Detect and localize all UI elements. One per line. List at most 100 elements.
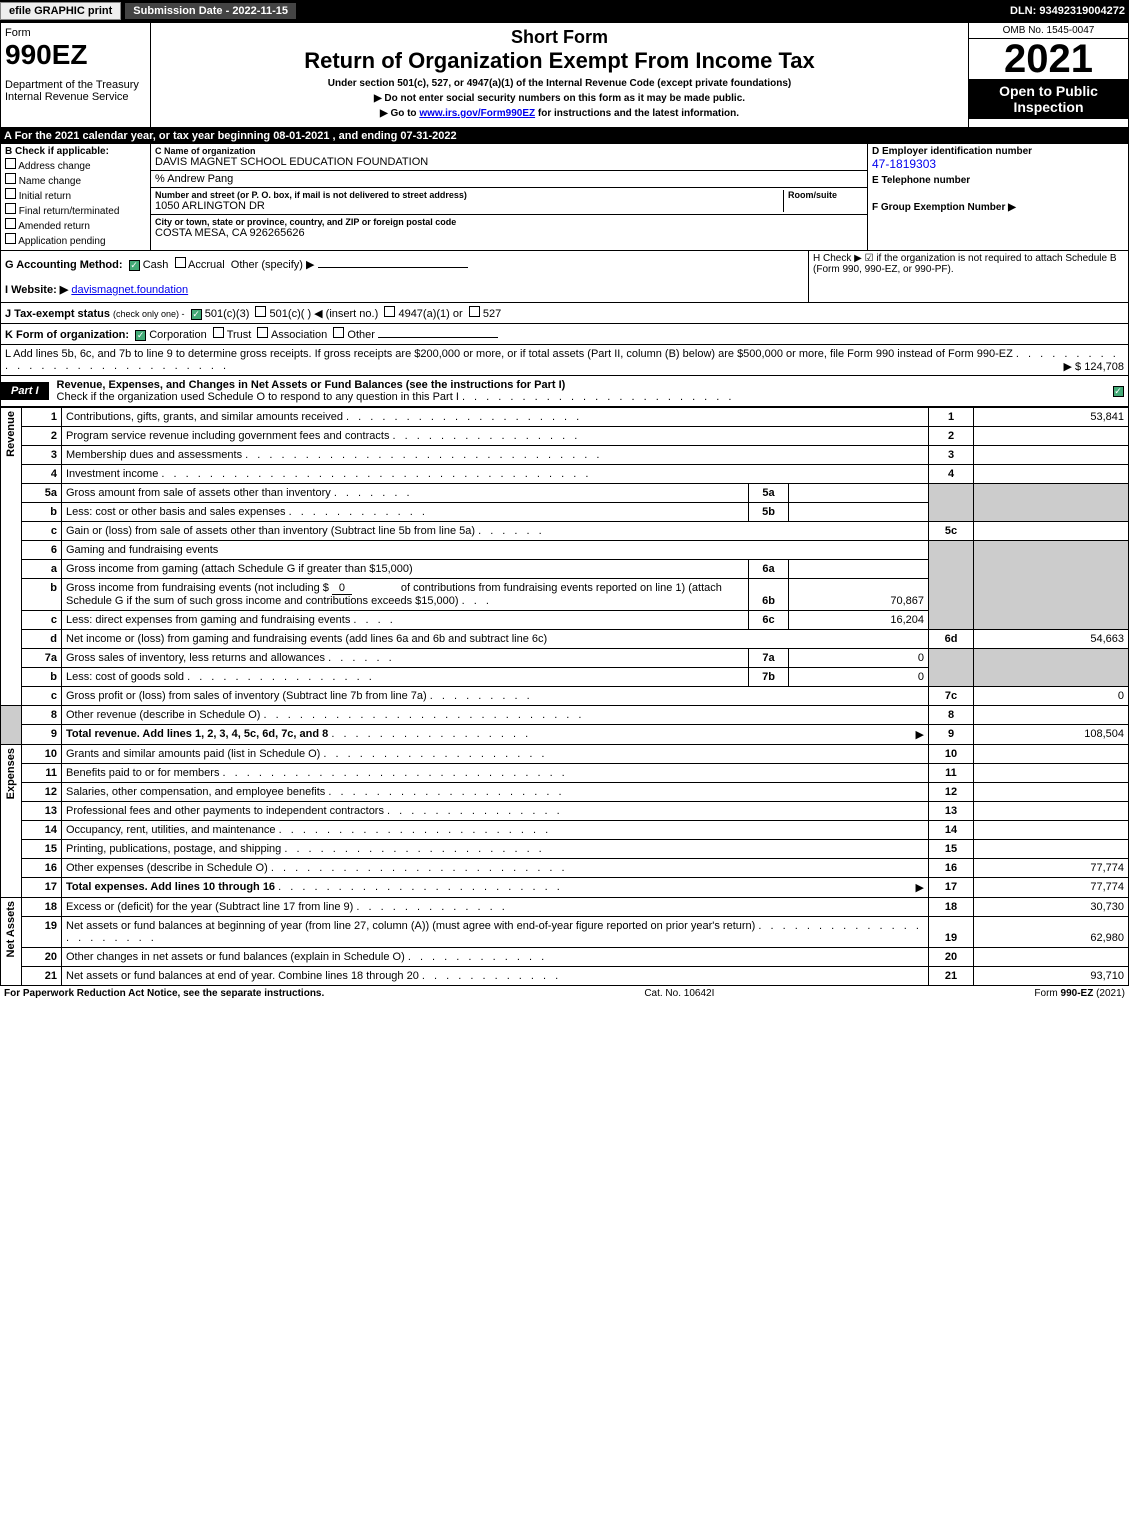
chk-final-return[interactable]: Final return/terminated xyxy=(5,203,146,217)
chk-corp-icon[interactable]: ✓ xyxy=(135,330,146,341)
chk-initial-return[interactable]: Initial return xyxy=(5,188,146,202)
j-label: J Tax-exempt status xyxy=(5,308,110,320)
ln13-num: 13 xyxy=(22,802,62,821)
ln5b-subamt xyxy=(789,503,929,522)
ln6-desc: Gaming and fundraising events xyxy=(66,544,218,556)
k-other-input[interactable] xyxy=(378,337,498,338)
ln11-desc: Benefits paid to or for members xyxy=(66,767,219,779)
ln10-amt xyxy=(974,745,1129,764)
ln6d-num: d xyxy=(22,630,62,649)
k-label: K Form of organization: xyxy=(5,329,129,341)
part1-schedule-o-checkbox[interactable]: ✓ xyxy=(1113,386,1124,397)
part1-check-text: Check if the organization used Schedule … xyxy=(57,391,459,403)
header-right: OMB No. 1545-0047 2021 Open to Public In… xyxy=(968,23,1128,127)
room-label: Room/suite xyxy=(788,190,863,200)
table-row: 11 Benefits paid to or for members . . .… xyxy=(1,764,1129,783)
ln9-desc: Total revenue. Add lines 1, 2, 3, 4, 5c,… xyxy=(66,728,328,740)
irs-link[interactable]: www.irs.gov/Form990EZ xyxy=(419,108,535,119)
website-link[interactable]: davismagnet.foundation xyxy=(71,284,188,296)
k-corp: Corporation xyxy=(149,329,206,341)
ln11-amt xyxy=(974,764,1129,783)
ln19-amt: 62,980 xyxy=(974,917,1129,948)
ln4-desc: Investment income xyxy=(66,468,158,480)
ln6b-sublabel: 6b xyxy=(749,579,789,611)
part1-header: Part I Revenue, Expenses, and Changes in… xyxy=(0,376,1129,407)
ln6b-desc1: Gross income from fundraising events (no… xyxy=(66,582,329,594)
chk-4947-icon[interactable] xyxy=(384,306,395,317)
table-row: 2 Program service revenue including gove… xyxy=(1,427,1129,446)
ln7b-num: b xyxy=(22,668,62,687)
ln15-desc: Printing, publications, postage, and shi… xyxy=(66,843,281,855)
ln3-num: 3 xyxy=(22,446,62,465)
ln3-amt xyxy=(974,446,1129,465)
ln19-lineno: 19 xyxy=(929,917,974,948)
ln18-amt: 30,730 xyxy=(974,898,1129,917)
ln5c-num: c xyxy=(22,522,62,541)
form-number: 990EZ xyxy=(5,39,146,71)
ln18-lineno: 18 xyxy=(929,898,974,917)
ln17-amt: 77,774 xyxy=(974,878,1129,898)
ln6d-amt: 54,663 xyxy=(974,630,1129,649)
city-state-zip: COSTA MESA, CA 926265626 xyxy=(155,227,863,239)
chk-amended-return[interactable]: Amended return xyxy=(5,218,146,232)
other-specify-input[interactable] xyxy=(318,267,468,268)
ln9-num: 9 xyxy=(22,725,62,745)
ln13-desc: Professional fees and other payments to … xyxy=(66,805,384,817)
gh-row: G Accounting Method: ✓ Cash Accrual Othe… xyxy=(0,251,1129,303)
ln8-amt xyxy=(974,706,1129,725)
i-label: I Website: ▶ xyxy=(5,284,68,296)
ln21-amt: 93,710 xyxy=(974,967,1129,986)
chk-assoc-icon[interactable] xyxy=(257,327,268,338)
l-text: L Add lines 5b, 6c, and 7b to line 9 to … xyxy=(5,348,1013,360)
ln6d-lineno: 6d xyxy=(929,630,974,649)
chk-accrual-icon[interactable] xyxy=(175,257,186,268)
cash-label: Cash xyxy=(143,259,169,271)
ln5b-desc: Less: cost or other basis and sales expe… xyxy=(66,506,286,518)
ln20-lineno: 20 xyxy=(929,948,974,967)
ln14-num: 14 xyxy=(22,821,62,840)
open-to-public: Open to Public Inspection xyxy=(969,79,1128,119)
footer: For Paperwork Reduction Act Notice, see … xyxy=(0,986,1129,1001)
efile-print-button[interactable]: efile GRAPHIC print xyxy=(0,2,121,20)
ln2-amt xyxy=(974,427,1129,446)
chk-trust-icon[interactable] xyxy=(213,327,224,338)
ssn-warning: ▶ Do not enter social security numbers o… xyxy=(155,93,964,104)
c-name-label: C Name of organization xyxy=(155,146,863,156)
ln6c-sublabel: 6c xyxy=(749,611,789,630)
ln5a-sublabel: 5a xyxy=(749,484,789,503)
ln12-amt xyxy=(974,783,1129,802)
ln4-amt xyxy=(974,465,1129,484)
ln5c-desc: Gain or (loss) from sale of assets other… xyxy=(66,525,475,537)
pct-name: % Andrew Pang xyxy=(155,173,863,185)
chk-501c3-icon[interactable]: ✓ xyxy=(191,309,202,320)
chk-501c-icon[interactable] xyxy=(255,306,266,317)
street-address: 1050 ARLINGTON DR xyxy=(155,200,783,212)
ln2-lineno: 2 xyxy=(929,427,974,446)
ln10-desc: Grants and similar amounts paid (list in… xyxy=(66,748,320,760)
ln10-lineno: 10 xyxy=(929,745,974,764)
section-b: B Check if applicable: Address change Na… xyxy=(1,144,151,250)
chk-name-change[interactable]: Name change xyxy=(5,173,146,187)
chk-cash-icon[interactable]: ✓ xyxy=(129,260,140,271)
f-group-label: F Group Exemption Number xyxy=(872,202,1005,213)
ln21-desc: Net assets or fund balances at end of ye… xyxy=(66,970,419,982)
table-row: 21 Net assets or fund balances at end of… xyxy=(1,967,1129,986)
chk-other-icon[interactable] xyxy=(333,327,344,338)
table-row: Net Assets 18 Excess or (deficit) for th… xyxy=(1,898,1129,917)
chk-application-pending[interactable]: Application pending xyxy=(5,233,146,247)
j-501c: 501(c)( ) ◀ (insert no.) xyxy=(270,308,379,320)
goto-suffix: for instructions and the latest informat… xyxy=(538,108,739,119)
ln4-num: 4 xyxy=(22,465,62,484)
chk-address-change[interactable]: Address change xyxy=(5,158,146,172)
ln6c-num: c xyxy=(22,611,62,630)
section-l: L Add lines 5b, 6c, and 7b to line 9 to … xyxy=(0,345,1129,376)
table-row: 13 Professional fees and other payments … xyxy=(1,802,1129,821)
ln5c-amt xyxy=(974,522,1129,541)
netassets-side-label: Net Assets xyxy=(1,898,22,986)
chk-527-icon[interactable] xyxy=(469,306,480,317)
main-title: Return of Organization Exempt From Incom… xyxy=(155,48,964,74)
topbar-left: efile GRAPHIC print Submission Date - 20… xyxy=(0,2,296,20)
goto-instruction: ▶ Go to www.irs.gov/Form990EZ for instru… xyxy=(155,108,964,119)
section-k: K Form of organization: ✓ Corporation Tr… xyxy=(0,324,1129,345)
part1-table: Revenue 1 Contributions, gifts, grants, … xyxy=(0,407,1129,986)
